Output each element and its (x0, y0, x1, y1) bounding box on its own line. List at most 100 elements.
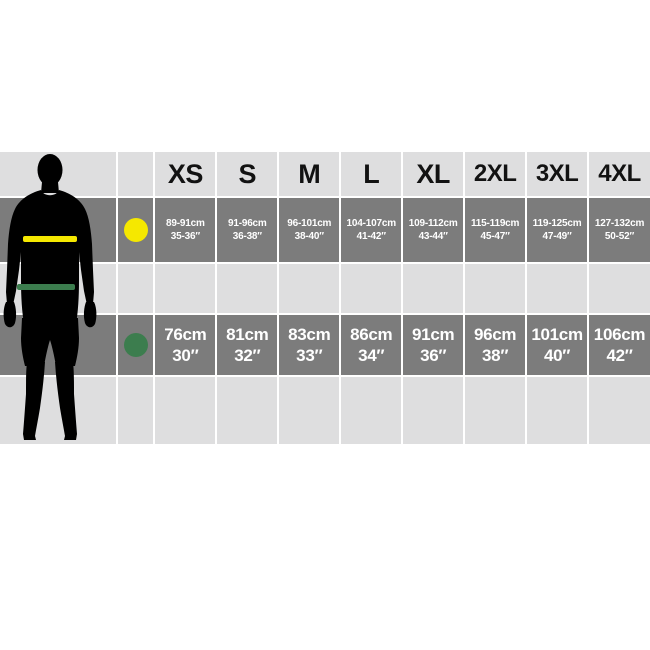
waist-value-cm: 106cm (593, 324, 646, 344)
waist-value-inch: 33″ (296, 346, 323, 365)
foot-cell-xs (155, 377, 216, 444)
waist-marker-dot-icon (123, 333, 148, 357)
foot-cell-4xl (589, 377, 650, 444)
size-header-label: XS (167, 158, 204, 189)
foot-cell-s (217, 377, 278, 444)
chest-cell-4xl: 127-132cm 50-52″ (589, 198, 650, 262)
waist-cell-xl: 91cm 36″ (403, 315, 464, 375)
waist-cell-4xl: 106cm 42″ (589, 315, 650, 375)
chest-value-cm: 104-107cm (346, 217, 397, 229)
size-table: XS S M L XL 2XL 3XL 4XL (0, 152, 650, 444)
waist-value: 96cm 38″ (473, 324, 517, 367)
chest-value-inch: 45-47″ (480, 231, 510, 242)
chest-cell-3xl: 119-125cm 47-49″ (527, 198, 588, 262)
size-header-3xl: 3XL (527, 152, 588, 196)
size-header-s: S (217, 152, 278, 196)
spacer-cell-l (341, 264, 402, 313)
chest-value: 91-96cm 36-38″ (228, 217, 267, 244)
table-header-row: XS S M L XL 2XL 3XL 4XL (0, 152, 650, 196)
waist-value-cm: 86cm (350, 324, 393, 344)
size-header-2xl: 2XL (465, 152, 526, 196)
chest-value-cm: 119-125cm (532, 217, 582, 229)
waist-cell-m: 83cm 33″ (279, 315, 340, 375)
foot-cell-m (279, 377, 340, 444)
size-header-label: 3XL (535, 160, 579, 187)
chest-value: 119-125cm 47-49″ (533, 217, 582, 244)
legend-cell-spacer (117, 264, 154, 313)
waist-value-inch: 30″ (172, 346, 199, 365)
chest-value-inch: 35-36″ (170, 231, 200, 242)
figure-cell-waist (0, 315, 116, 375)
waist-value-cm: 81cm (226, 324, 269, 344)
size-header-label: 4XL (598, 160, 641, 187)
chest-value-cm: 109-112cm (408, 217, 458, 229)
chest-cell-m: 96-101cm 38-40″ (279, 198, 340, 262)
waist-value-cm: 96cm (473, 324, 517, 344)
size-header-label: 2XL (473, 160, 517, 187)
chest-measurement-row: 89-91cm 35-36″ 91-96cm 36-38″ 96-101cm 3… (0, 198, 650, 262)
spacer-cell-2xl (465, 264, 526, 313)
waist-cell-s: 81cm 32″ (217, 315, 278, 375)
chest-value-cm: 96-101cm (287, 217, 332, 229)
chest-value: 109-112cm 43-44″ (409, 217, 458, 244)
chest-value-inch: 36-38″ (232, 231, 262, 242)
size-header-l: L (341, 152, 402, 196)
table-spacer-row-middle (0, 264, 650, 313)
chest-cell-xl: 109-112cm 43-44″ (403, 198, 464, 262)
chest-cell-xs: 89-91cm 35-36″ (155, 198, 216, 262)
legend-cell-foot (117, 377, 154, 444)
waist-value: 76cm 30″ (164, 324, 207, 367)
waist-value-cm: 76cm (164, 324, 207, 344)
chest-legend-cell (117, 198, 154, 262)
foot-cell-l (341, 377, 402, 444)
chest-cell-s: 91-96cm 36-38″ (217, 198, 278, 262)
chest-value: 115-119cm 45-47″ (471, 217, 519, 244)
waist-cell-xs: 76cm 30″ (155, 315, 216, 375)
waist-value-inch: 42″ (606, 346, 633, 365)
spacer-cell-xs (155, 264, 216, 313)
figure-cell-chest (0, 198, 116, 262)
chest-value-cm: 115-119cm (470, 217, 520, 229)
foot-cell-2xl (465, 377, 526, 444)
spacer-cell-xl (403, 264, 464, 313)
chest-cell-2xl: 115-119cm 45-47″ (465, 198, 526, 262)
size-header-label: S (238, 158, 257, 189)
chest-value-inch: 38-40″ (294, 231, 324, 242)
size-header-label: L (363, 158, 380, 189)
chest-cell-l: 104-107cm 41-42″ (341, 198, 402, 262)
waist-cell-3xl: 101cm 40″ (527, 315, 588, 375)
figure-cell-foot (0, 377, 116, 444)
chest-value: 89-91cm 35-36″ (166, 217, 205, 244)
waist-cell-l: 86cm 34″ (341, 315, 402, 375)
waist-value-inch: 40″ (543, 346, 571, 365)
waist-measurement-row: 76cm 30″ 81cm 32″ 83cm 33″ 86cm 34 (0, 315, 650, 375)
waist-value-inch: 34″ (358, 346, 385, 365)
foot-cell-3xl (527, 377, 588, 444)
waist-value-inch: 32″ (234, 346, 261, 365)
waist-value: 86cm 34″ (350, 324, 393, 367)
chest-value-cm: 91-96cm (227, 217, 267, 229)
figure-cell-header (0, 152, 116, 196)
waist-value: 91cm 36″ (412, 324, 455, 367)
waist-value-inch: 38″ (482, 346, 509, 365)
size-header-xs: XS (155, 152, 216, 196)
foot-cell-xl (403, 377, 464, 444)
chest-value: 96-101cm 38-40″ (287, 217, 331, 244)
chest-value-inch: 41-42″ (356, 231, 386, 242)
spacer-cell-4xl (589, 264, 650, 313)
size-header-label: M (298, 158, 321, 189)
waist-value: 101cm 40″ (531, 324, 583, 367)
waist-value-inch: 36″ (420, 346, 447, 365)
chest-value-inch: 47-49″ (542, 231, 572, 242)
chest-value-inch: 43-44″ (418, 231, 448, 242)
waist-value-cm: 101cm (531, 324, 583, 344)
waist-value: 106cm 42″ (593, 324, 646, 367)
chest-marker-dot-icon (123, 218, 148, 242)
waist-value: 83cm 33″ (288, 324, 331, 367)
size-header-label: XL (416, 158, 450, 189)
size-header-xl: XL (403, 152, 464, 196)
figure-cell-spacer (0, 264, 116, 313)
chest-value-inch: 50-52″ (604, 231, 635, 242)
waist-cell-2xl: 96cm 38″ (465, 315, 526, 375)
